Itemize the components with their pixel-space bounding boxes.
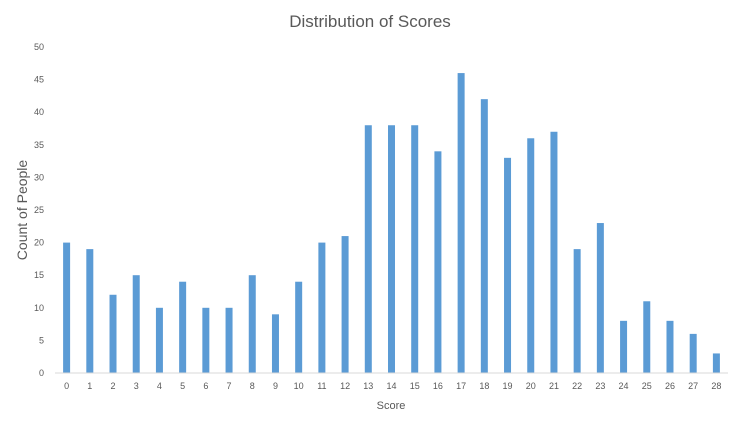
bar-28 (712, 353, 720, 373)
bar-21 (550, 131, 558, 373)
bar-1 (86, 249, 94, 373)
y-tick-label: 5 (39, 335, 44, 345)
bar-5 (179, 281, 187, 373)
bar-23 (596, 223, 604, 373)
x-tick-label: 10 (294, 381, 304, 391)
x-tick-label: 13 (363, 381, 373, 391)
x-tick-label: 26 (665, 381, 675, 391)
bars (63, 73, 720, 374)
bar-14 (388, 125, 395, 374)
y-tick-label: 15 (34, 270, 44, 280)
x-tick-label: 25 (642, 381, 652, 391)
x-tick-label: 23 (595, 381, 605, 391)
bar-27 (689, 333, 697, 373)
x-axis-label: Score (377, 400, 406, 412)
x-tick-label: 4 (157, 381, 162, 391)
chart-title: Distribution of Scores (289, 12, 451, 31)
x-tick-label: 19 (503, 381, 513, 391)
x-tick-label: 22 (572, 381, 582, 391)
y-tick-label: 30 (34, 172, 44, 182)
y-tick-label: 25 (34, 205, 44, 215)
bar-17 (457, 73, 465, 373)
x-tick-label: 20 (526, 381, 536, 391)
x-tick-label: 21 (549, 381, 559, 391)
x-tick-label: 11 (317, 381, 326, 391)
y-tick-label: 50 (34, 42, 44, 52)
y-tick-label: 20 (34, 238, 44, 248)
x-tick-label: 8 (250, 381, 255, 391)
bar-6 (202, 307, 210, 373)
y-tick-label: 40 (34, 107, 44, 117)
bar-8 (248, 275, 256, 373)
bar-9 (271, 314, 279, 373)
bar-13 (364, 125, 372, 374)
bar-16 (434, 151, 442, 373)
bar-25 (643, 301, 651, 373)
x-tick-label: 3 (134, 381, 139, 391)
bar-18 (480, 99, 488, 373)
x-tick-label: 12 (340, 381, 350, 391)
bar-10 (295, 281, 303, 373)
y-tick-labels: 0 5 10 15 20 25 30 35 40 45 50 (34, 42, 44, 378)
x-tick-label: 15 (410, 381, 420, 391)
x-tick-label: 28 (711, 381, 721, 391)
y-tick-label: 0 (39, 368, 44, 378)
y-tick-label: 45 (34, 75, 44, 85)
x-tick-label: 7 (227, 381, 232, 391)
bar-11 (318, 242, 326, 373)
x-tick-label: 2 (111, 381, 116, 391)
bar-12 (341, 236, 349, 373)
bar-7 (225, 307, 233, 373)
bar-26 (666, 320, 674, 373)
bar-0 (63, 242, 71, 373)
x-tick-label: 24 (619, 381, 629, 391)
x-tick-label: 6 (203, 381, 208, 391)
x-tick-label: 0 (64, 381, 69, 391)
x-tick-label: 5 (180, 381, 185, 391)
bar-3 (132, 275, 140, 373)
y-tick-label: 10 (34, 303, 44, 313)
bar-24 (620, 320, 628, 373)
x-tick-label: 9 (273, 381, 278, 391)
bar-15 (411, 125, 419, 374)
bar-2 (109, 294, 117, 373)
bar-22 (573, 249, 581, 373)
bar-19 (504, 157, 512, 373)
x-tick-label: 1 (87, 381, 92, 391)
x-tick-label: 27 (688, 381, 698, 391)
x-tick-label: 17 (456, 381, 466, 391)
y-axis-label: Count of People (14, 160, 30, 261)
x-tick-labels: 0 1 2 3 4 5 6 7 8 9 10 11 12 13 14 15 16 17 18 19 20 21 22 23 24… (64, 381, 721, 391)
bar-20 (527, 138, 535, 373)
bar-4 (155, 307, 163, 373)
x-tick-label: 18 (479, 381, 489, 391)
y-tick-label: 35 (34, 140, 44, 150)
x-tick-label: 16 (433, 381, 443, 391)
x-tick-label: 14 (386, 381, 396, 391)
